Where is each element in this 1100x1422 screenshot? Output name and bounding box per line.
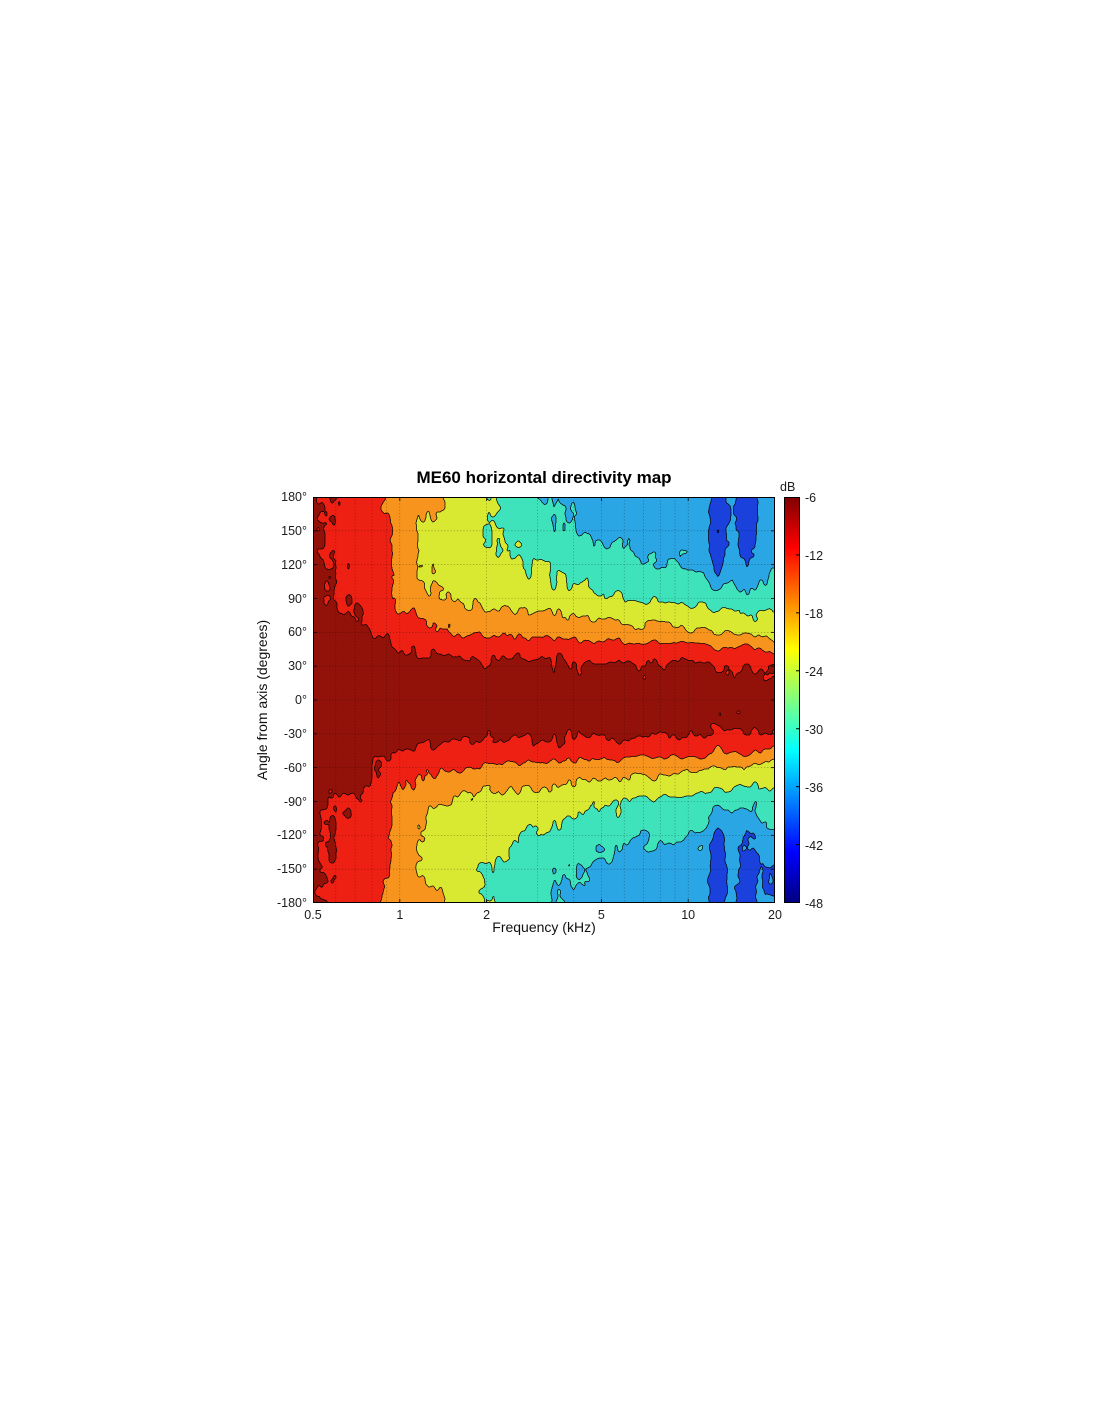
y-tick-label: -60° [283,760,307,775]
colorbar [784,497,800,903]
y-tick-label: -150° [276,862,307,877]
y-tick-label: 0° [295,693,307,707]
colorbar-tick-label: -6 [805,491,817,505]
colorbar-tick-label: -42 [805,839,824,853]
x-tick-label: 1 [396,908,404,922]
x-axis-label: Frequency (kHz) [492,919,596,935]
x-tick-label: 0.5 [304,908,322,922]
colorbar-tick-label: -48 [805,897,824,911]
x-tick-label: 10 [681,908,696,922]
y-tick-label: 30° [288,659,307,674]
y-tick-label: -120° [276,828,307,843]
y-tick-label: -180° [276,896,307,910]
colorbar-tick-label: -30 [805,723,824,737]
y-tick-label: 180° [281,490,307,504]
colorbar-title: dB [780,480,796,494]
colorbar-tick-label: -24 [805,665,824,679]
x-tick-label: 2 [483,908,491,922]
colorbar-tick-label: -36 [805,781,824,795]
y-tick-label: 120° [281,557,307,572]
colorbar-tick-label: -18 [805,607,824,621]
colorbar-tick-label: -12 [805,549,824,563]
plot-title: ME60 horizontal directivity map [416,468,672,487]
x-tick-label: 5 [597,908,605,922]
y-tick-label: -30° [283,726,307,741]
y-tick-label: 150° [281,523,307,538]
x-tick-label: 20 [768,908,782,922]
directivity-contour-map [313,497,775,903]
y-tick-label: -90° [283,794,307,809]
y-tick-label: 90° [288,591,307,606]
y-tick-label: 60° [288,625,307,640]
